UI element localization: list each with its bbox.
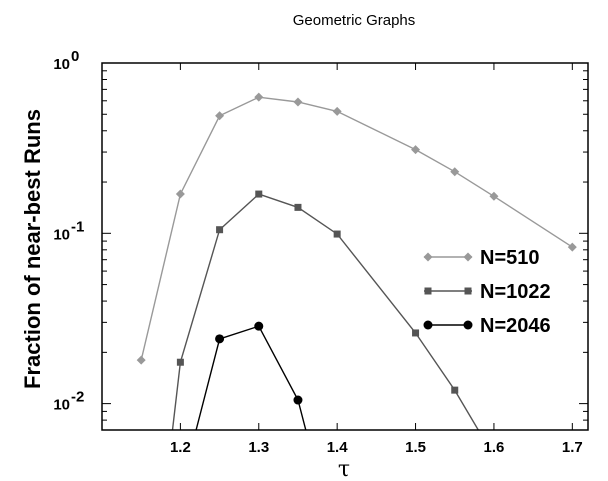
data-point <box>450 167 460 177</box>
x-tick-label: 1.6 <box>484 439 505 456</box>
legend-entry: N=2046 <box>423 315 551 337</box>
x-tick-label: 1.3 <box>248 439 269 456</box>
data-point <box>216 226 224 234</box>
data-point <box>293 97 303 107</box>
data-point <box>412 329 420 337</box>
x-tick-label: 1.5 <box>405 439 426 456</box>
legend-swatch-marker <box>463 252 473 262</box>
data-point <box>136 355 146 365</box>
data-point <box>451 386 459 394</box>
data-point <box>215 111 225 121</box>
legend-swatch-marker <box>423 252 433 262</box>
x-tick-label: 1.7 <box>562 439 583 456</box>
data-point <box>411 145 421 155</box>
legend-swatch-marker <box>424 287 432 295</box>
data-point <box>567 242 577 252</box>
data-point <box>489 191 499 201</box>
y-tick-label: 10 <box>53 226 70 243</box>
x-tick-label: 1.4 <box>327 439 349 456</box>
data-point <box>293 395 303 405</box>
plot-frame <box>101 62 589 431</box>
data-point <box>333 230 341 238</box>
legend-label: N=510 <box>480 247 540 269</box>
x-axis-label: τ <box>338 457 350 481</box>
y-tick-exponent: 0 <box>71 48 79 65</box>
legend: N=510 N=1022 N=2046 <box>423 247 551 337</box>
legend-label: N=1022 <box>480 281 551 303</box>
legend-entry: N=510 <box>423 247 540 269</box>
legend-swatch-marker <box>423 320 433 330</box>
y-tick-label: 10 <box>53 56 70 73</box>
data-point <box>175 189 185 199</box>
legend-swatch-marker <box>464 287 472 295</box>
legend-entry: N=1022 <box>424 281 551 303</box>
data-point <box>254 92 264 102</box>
data-point <box>215 334 225 344</box>
data-point <box>255 190 263 198</box>
legend-swatch-marker <box>463 320 473 330</box>
chart-title: Geometric Graphs <box>293 12 416 29</box>
y-tick-label: 10 <box>53 397 70 414</box>
y-tick-exponent: -1 <box>71 218 84 235</box>
y-axis-label: Fraction of near-best Runs <box>20 109 45 389</box>
series-line-0 <box>140 96 573 361</box>
x-tick-label: 1.2 <box>170 439 191 456</box>
series-line-2 <box>195 325 307 430</box>
data-point <box>332 106 342 116</box>
y-tick-exponent: -2 <box>71 389 84 406</box>
series-layer <box>136 92 577 430</box>
data-point <box>294 203 302 211</box>
legend-label: N=2046 <box>480 315 551 337</box>
data-point <box>254 321 264 331</box>
data-point <box>176 358 184 366</box>
